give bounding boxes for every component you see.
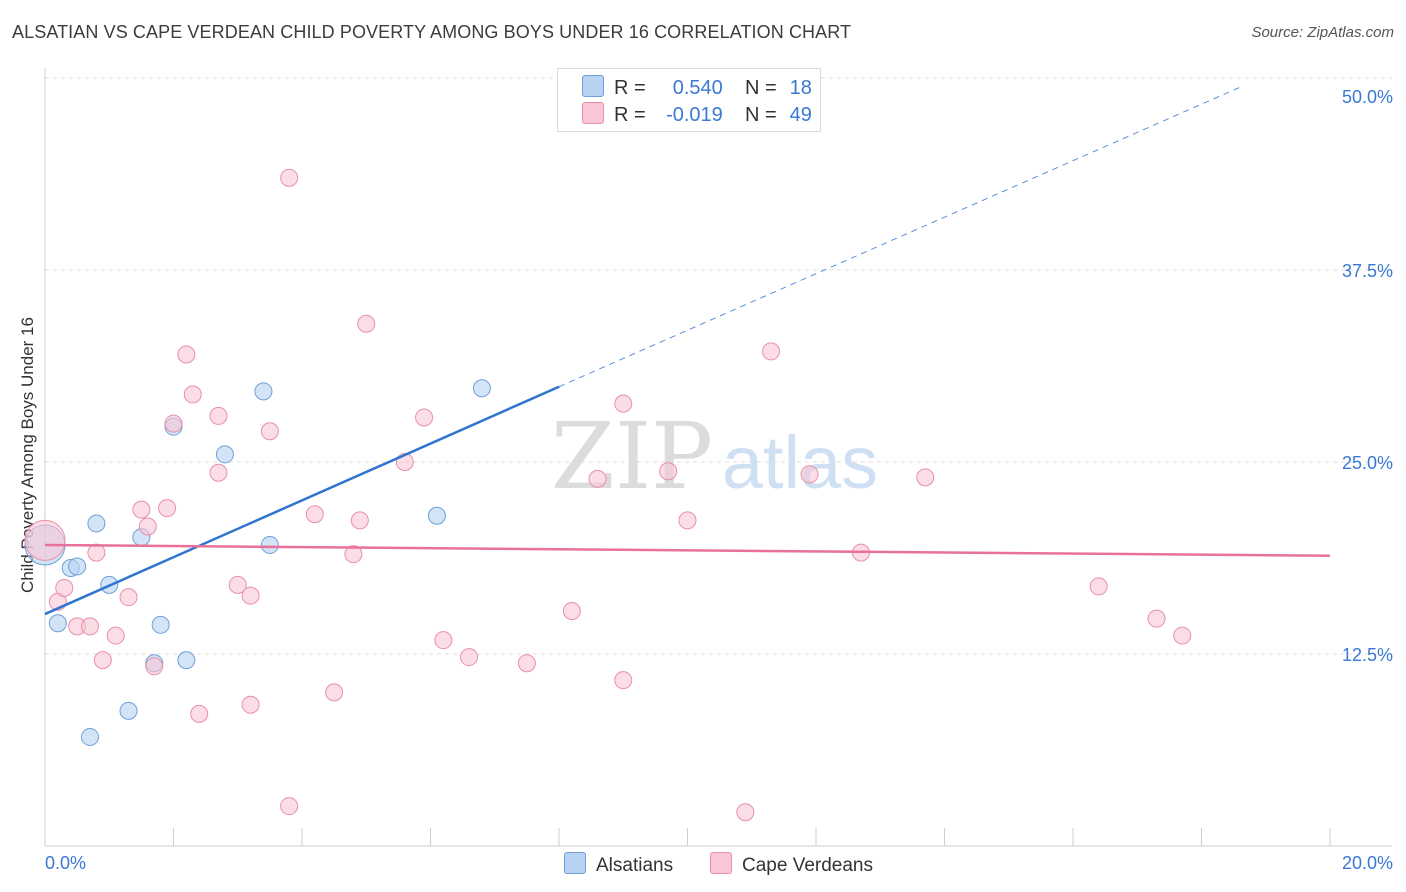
alsatian-point <box>260 535 279 554</box>
alsatian-point <box>151 615 170 634</box>
cape-verdean-point <box>678 511 697 530</box>
cape-verdean-point <box>190 704 209 723</box>
cape-verdean-point <box>24 519 66 561</box>
watermark-atlas: atlas <box>722 421 878 504</box>
alsatian-point <box>472 379 491 398</box>
alsatians-legend-swatch <box>564 852 586 874</box>
alsatians-r-value: 0.540 <box>672 77 723 99</box>
cape-verdean-point <box>106 626 125 645</box>
cape-verdean-point <box>800 465 819 484</box>
cape-verdean-point <box>588 469 607 488</box>
cape-verdean-point <box>350 511 369 530</box>
cape-verdean-point <box>916 468 935 487</box>
cape-verdean-point <box>138 517 157 536</box>
cape-verdean-point <box>614 671 633 690</box>
cape-verdean-point <box>241 695 260 714</box>
n-label: N = <box>745 77 777 99</box>
correlation-legend: R = 0.540 N = 18 R = -0.019 N = 49 <box>557 68 821 132</box>
alsatians-n-value: 18 <box>789 77 812 99</box>
alsatian-trend-extension <box>558 86 1241 388</box>
watermark-zip: ZIP <box>551 403 713 510</box>
cape-verdean-point <box>517 654 536 673</box>
cape-verdean-point <box>55 578 74 597</box>
cape-verdean-point <box>659 462 678 481</box>
cape-verdeans-n-value: 49 <box>789 104 812 126</box>
cape-verdean-point <box>183 385 202 404</box>
trend-lines <box>44 86 1331 616</box>
alsatian-point <box>254 382 273 401</box>
y-tick-label: 25.0% <box>1342 453 1393 473</box>
legend-row-alsatians: R = 0.540 N = 18 <box>582 75 812 100</box>
legend-row-cape-verdeans: R = -0.019 N = 49 <box>582 102 812 127</box>
data-points <box>24 168 1192 822</box>
cape-verdean-point <box>415 408 434 427</box>
y-tick-label: 12.5% <box>1342 645 1393 665</box>
cape-verdean-point <box>164 414 183 433</box>
cape-verdean-point <box>119 588 138 607</box>
bottom-legend-alsatians: Alsatians <box>564 852 673 877</box>
cape-verdean-point <box>228 575 247 594</box>
cape-verdean-trend-line <box>44 543 1331 557</box>
tick-labels: 12.5% 25.0% 37.5% 50.0% 0.0% 20.0% <box>45 87 1393 873</box>
cape-verdeans-legend-label: Cape Verdeans <box>742 855 873 876</box>
r-label: R = <box>614 77 646 99</box>
r-label: R = <box>614 104 646 126</box>
axes <box>44 68 1392 847</box>
cape-verdean-point <box>1089 577 1108 596</box>
cape-verdeans-swatch <box>582 102 604 124</box>
alsatian-point <box>177 651 196 670</box>
alsatians-legend-label: Alsatians <box>596 855 674 876</box>
cape-verdean-point <box>145 657 164 676</box>
cape-verdean-point <box>325 683 344 702</box>
y-tick-label: 50.0% <box>1342 87 1393 107</box>
bottom-legend-cape-verdeans: Cape Verdeans <box>710 852 873 877</box>
chart-title: ALSATIAN VS CAPE VERDEAN CHILD POVERTY A… <box>12 22 852 42</box>
cape-verdean-point <box>762 342 781 361</box>
cape-verdeans-r-value: -0.019 <box>666 104 723 126</box>
cape-verdean-point <box>460 648 479 667</box>
n-label: N = <box>745 104 777 126</box>
cape-verdean-point <box>209 406 228 425</box>
cape-verdean-point <box>736 803 755 822</box>
gridlines <box>45 77 1392 655</box>
alsatian-point <box>119 701 138 720</box>
cape-verdean-point <box>177 345 196 364</box>
cape-verdean-point <box>344 545 363 564</box>
cape-verdean-point <box>1147 609 1166 628</box>
source-label: Source: ZipAtlas.com <box>1251 24 1394 41</box>
cape-verdeans-legend-swatch <box>710 852 732 874</box>
alsatian-point <box>427 506 446 525</box>
cape-verdean-point <box>158 499 177 518</box>
watermark: ZIP atlas <box>551 403 878 510</box>
x-tick-label-max: 20.0% <box>1342 853 1393 873</box>
x-tick-label-min: 0.0% <box>45 853 86 873</box>
alsatian-point <box>80 727 99 746</box>
cape-verdean-point <box>1173 626 1192 645</box>
cape-verdean-point <box>80 617 99 636</box>
alsatian-point <box>215 445 234 464</box>
alsatian-point <box>68 557 87 576</box>
alsatian-point <box>87 514 106 533</box>
cape-verdean-point <box>132 500 151 519</box>
cape-verdean-point <box>87 543 106 562</box>
cape-verdean-point <box>241 586 260 605</box>
cape-verdean-point <box>357 314 376 333</box>
alsatians-swatch <box>582 75 604 97</box>
cape-verdean-point <box>280 168 299 187</box>
y-tick-label: 37.5% <box>1342 261 1393 281</box>
cape-verdean-point <box>93 651 112 670</box>
cape-verdean-point <box>280 797 299 816</box>
cape-verdean-point <box>260 422 279 441</box>
alsatian-trend-line <box>44 385 560 616</box>
cape-verdean-point <box>614 394 633 413</box>
cape-verdean-point <box>209 463 228 482</box>
cape-verdean-point <box>562 601 581 620</box>
cape-verdean-point <box>305 505 324 524</box>
cape-verdean-point <box>434 631 453 650</box>
alsatian-point <box>48 614 67 633</box>
